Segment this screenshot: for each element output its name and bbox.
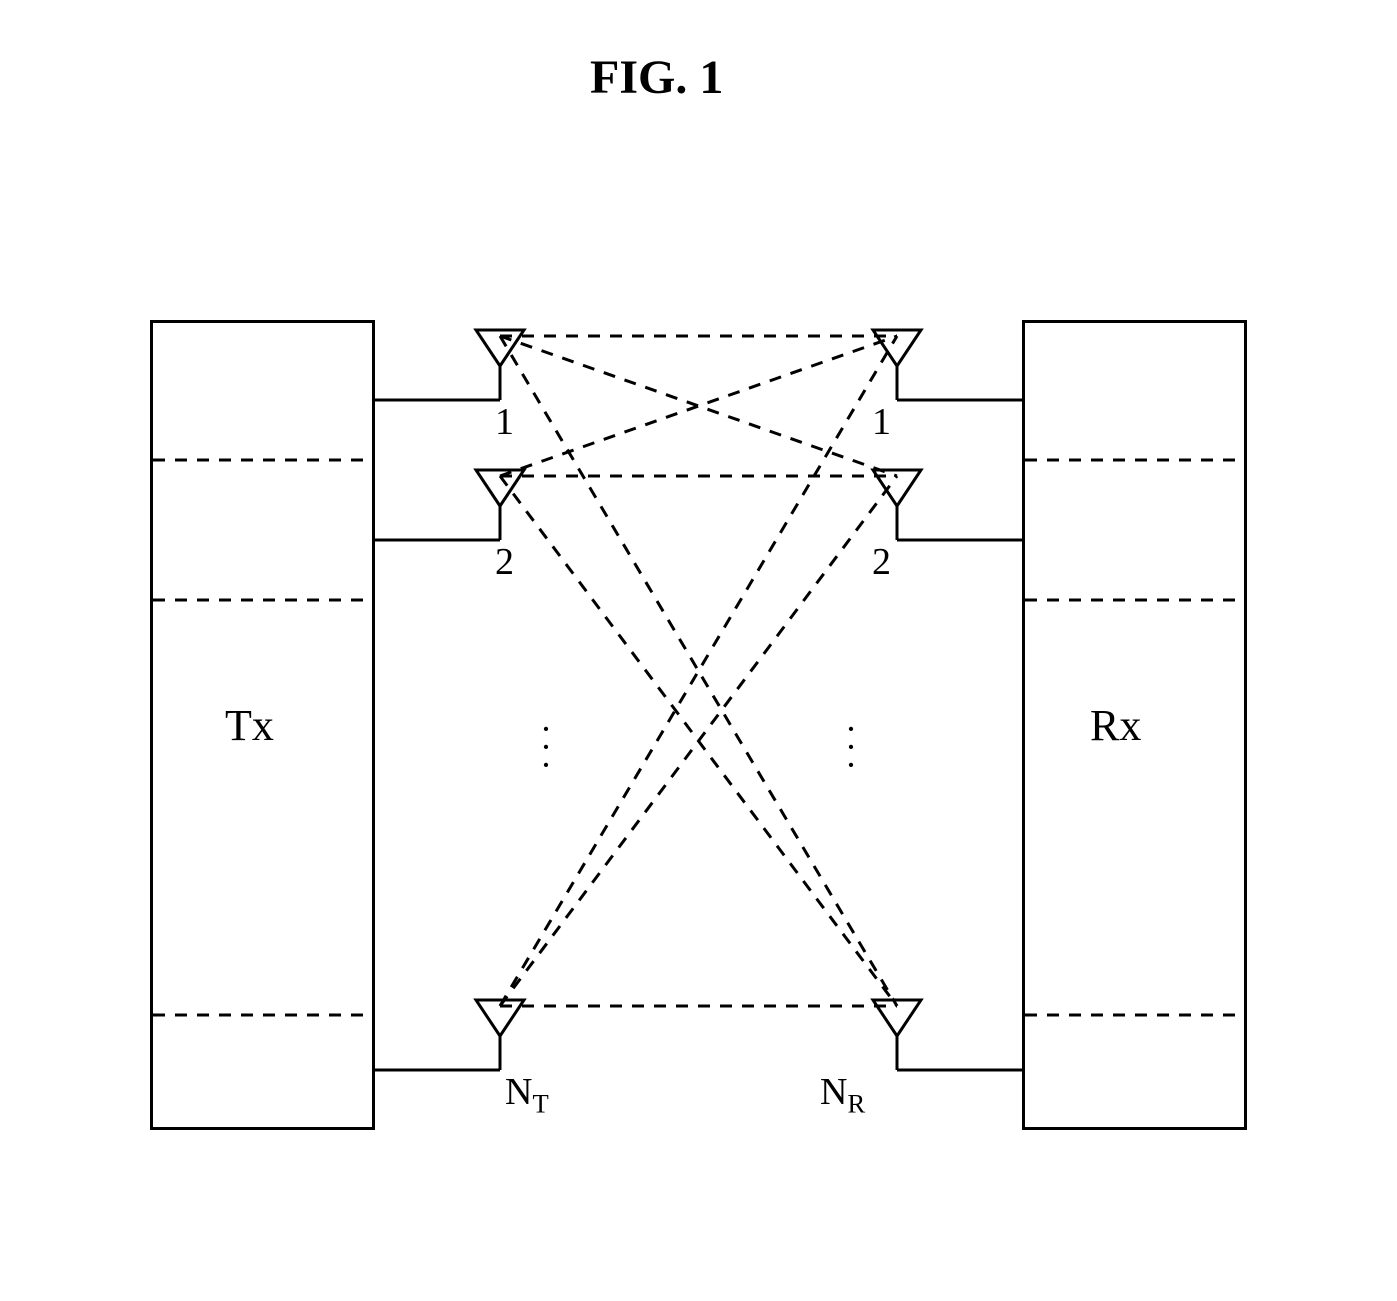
antenna-label: 1 xyxy=(495,400,514,444)
antenna-label: NR xyxy=(820,1070,865,1120)
figure-canvas: FIG. 1 Tx Rx ··· ··· 12NT12NR xyxy=(0,0,1397,1301)
antenna-label: 2 xyxy=(495,540,514,584)
antenna-label: NT xyxy=(505,1070,549,1120)
diagram-svg xyxy=(0,0,1397,1301)
antenna-label: 1 xyxy=(872,400,891,444)
antenna-label: 2 xyxy=(872,540,891,584)
